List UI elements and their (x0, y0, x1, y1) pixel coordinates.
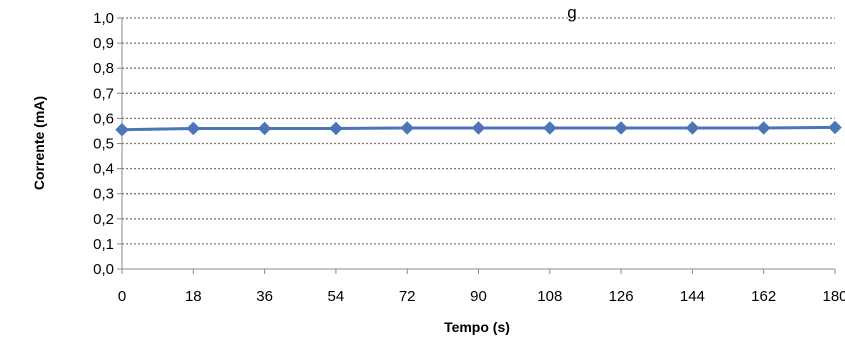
data-point (400, 121, 415, 135)
data-point (257, 121, 272, 136)
data-point (186, 121, 201, 136)
data-series (115, 120, 842, 137)
y-tick-label: 0,3 (93, 186, 114, 203)
x-tick-labels: 0 18 36 54 72 90 108 126 144 162 180 (118, 288, 845, 305)
x-tick-label: 0 (118, 288, 126, 305)
y-tick-label: 0,8 (93, 60, 114, 77)
x-tick-label: 54 (328, 288, 345, 305)
x-tick-label: 126 (609, 288, 634, 305)
y-tick-labels: 0,0 0,1 0,2 0,3 0,4 0,5 0,6 0,7 0,8 0,9 1,0 (93, 10, 114, 278)
x-tick-label: 108 (537, 288, 562, 305)
data-point (329, 121, 343, 136)
grid-lines (122, 17, 835, 245)
y-tick-label: 0,2 (93, 211, 114, 228)
y-tick-label: 1,0 (93, 10, 114, 27)
x-tick-label: 72 (399, 288, 416, 305)
y-tick-label: 0,6 (93, 110, 114, 127)
data-point (828, 120, 842, 135)
x-tick-label: 18 (185, 288, 202, 305)
data-point (756, 121, 771, 135)
x-tick-label: 90 (470, 288, 487, 305)
x-tick-label: 180 (822, 288, 845, 305)
x-tick-label: 144 (680, 288, 705, 305)
y-tick-label: 0,5 (93, 136, 114, 153)
y-axis-title: Corrente (mA) (31, 96, 47, 190)
chart-title-fragment: g (567, 3, 576, 22)
axes (117, 17, 836, 274)
x-axis-title: Tempo (s) (444, 319, 510, 335)
data-point (115, 122, 129, 137)
y-tick-label: 0,0 (93, 261, 114, 278)
data-point (471, 121, 486, 135)
data-point (685, 121, 700, 135)
x-tick-label: 162 (751, 288, 776, 305)
y-tick-label: 0,9 (93, 35, 114, 52)
data-point (542, 121, 557, 135)
data-point (614, 121, 628, 135)
x-tick-label: 36 (256, 288, 273, 305)
y-tick-label: 0,4 (93, 161, 114, 178)
y-tick-label: 0,7 (93, 85, 114, 102)
y-tick-label: 0,1 (93, 236, 114, 253)
